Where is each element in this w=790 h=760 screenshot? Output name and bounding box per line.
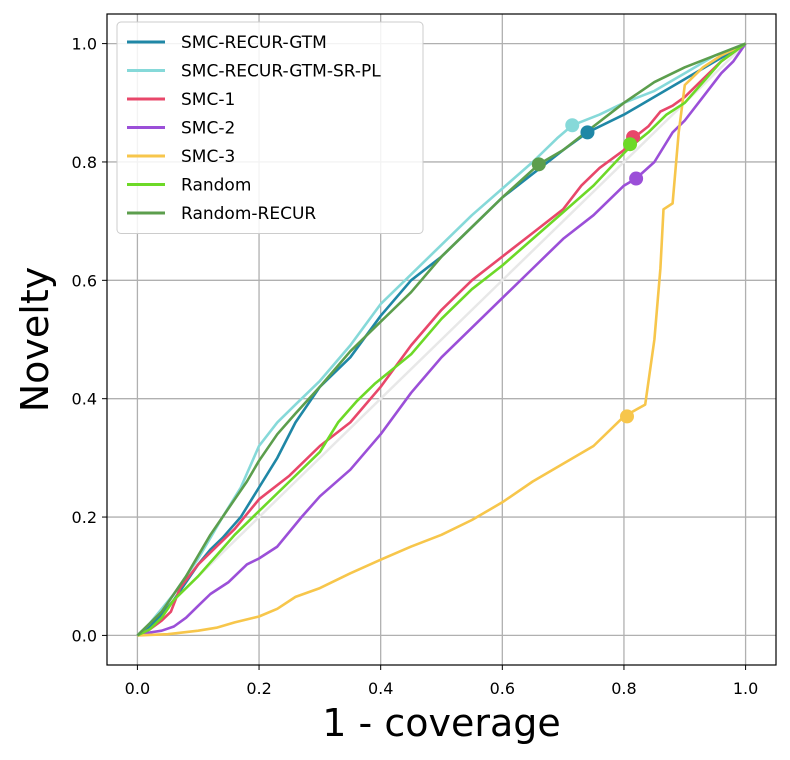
series-marker-smc-recur-gtm xyxy=(580,125,595,140)
series-line-random-recur xyxy=(136,42,747,637)
x-tick-label: 1.0 xyxy=(733,679,758,698)
x-tick-label: 0.0 xyxy=(125,679,150,698)
legend-label-smc-3: SMC-3 xyxy=(181,147,235,167)
legend: SMC-RECUR-GTM SMC-RECUR-GTM-SR-PL SMC-1 SMC… xyxy=(116,21,424,234)
y-axis-title: Novelty xyxy=(13,267,57,413)
x-axis-title: 1 - coverage xyxy=(322,701,560,745)
series-lines xyxy=(136,42,747,637)
series-marker-random xyxy=(623,137,638,152)
diagonal-reference-line xyxy=(136,42,747,637)
series-marker-smc-recur-gtm-sr-pl xyxy=(565,118,580,133)
plot-frame xyxy=(106,13,777,666)
series-marker-smc-3 xyxy=(619,409,634,424)
y-tick-label: 0.2 xyxy=(72,508,97,527)
series-markers xyxy=(531,118,644,424)
y-tick-label: 0.6 xyxy=(72,271,97,290)
legend-label-random-recur: Random-RECUR xyxy=(181,204,316,224)
y-tick-label: 0.0 xyxy=(72,626,97,645)
y-tick-label: 1.0 xyxy=(72,35,97,54)
y-tick-label: 0.4 xyxy=(72,390,97,409)
series-marker-random-recur xyxy=(531,157,546,172)
series-line-smc-1 xyxy=(136,42,747,637)
x-tick-label: 0.8 xyxy=(611,679,636,698)
series-marker-smc-2 xyxy=(629,171,644,186)
series-line-smc-2 xyxy=(137,42,747,637)
legend-label-smc-recur-gtm-sr-pl: SMC-RECUR-GTM-SR-PL xyxy=(181,62,381,82)
y-tick-label: 0.8 xyxy=(72,153,97,172)
series-line-smc-3 xyxy=(137,42,747,637)
legend-label-smc-2: SMC-2 xyxy=(181,119,235,139)
axis-ticks: 0.0 0.2 0.4 0.6 0.8 1.0 0.0 0.2 0.4 0.6 0.8 1.0 xyxy=(72,35,759,698)
series-line-random xyxy=(136,42,747,637)
x-tick-label: 0.4 xyxy=(368,679,393,698)
x-tick-label: 0.2 xyxy=(246,679,271,698)
x-tick-label: 0.6 xyxy=(490,679,515,698)
legend-label-random: Random xyxy=(181,176,251,196)
legend-label-smc-recur-gtm: SMC-RECUR-GTM xyxy=(181,33,327,53)
legend-box xyxy=(116,21,424,234)
legend-label-smc-1: SMC-1 xyxy=(181,90,235,110)
